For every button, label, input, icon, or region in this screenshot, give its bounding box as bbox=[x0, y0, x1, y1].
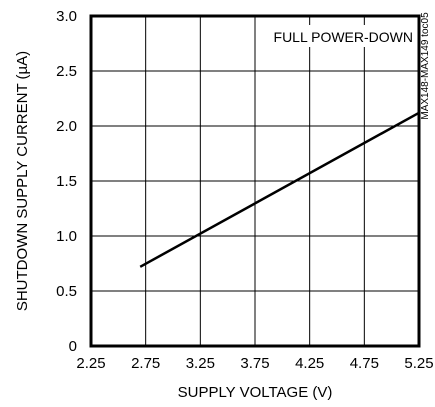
x-tick-label: 4.75 bbox=[350, 355, 379, 372]
annotation-full-power-down: FULL POWER-DOWN bbox=[274, 29, 413, 45]
x-tick-label: 3.75 bbox=[240, 355, 269, 372]
y-tick-label: 0.5 bbox=[56, 283, 77, 300]
x-tick-label: 3.25 bbox=[186, 355, 215, 372]
annotation-background bbox=[264, 25, 416, 47]
x-tick-label: 2.75 bbox=[131, 355, 160, 372]
y-axis-label: SHUTDOWN SUPPLY CURRENT (µA) bbox=[14, 51, 31, 311]
figure-code-label: MAX148-MAX149 toc05 bbox=[420, 12, 431, 120]
y-tick-label: 2.5 bbox=[56, 63, 77, 80]
y-tick-label: 3.0 bbox=[56, 8, 77, 25]
y-tick-labels: 0 0.5 1.0 1.5 2.0 2.5 3.0 bbox=[56, 8, 77, 355]
series-layer bbox=[139, 111, 420, 268]
x-axis-label: SUPPLY VOLTAGE (V) bbox=[178, 384, 333, 401]
y-tick-label: 1.0 bbox=[56, 228, 77, 245]
x-tick-label: 2.25 bbox=[76, 355, 105, 372]
x-tick-labels: 2.25 2.75 3.25 3.75 4.25 4.75 5.25 bbox=[76, 355, 433, 372]
x-tick-label: 4.25 bbox=[295, 355, 324, 372]
y-tick-label: 2.0 bbox=[56, 118, 77, 135]
plot-frame bbox=[89, 14, 421, 348]
series-line bbox=[139, 111, 420, 268]
y-tick-label: 0 bbox=[69, 338, 77, 355]
grid bbox=[91, 16, 419, 346]
x-tick-label: 5.25 bbox=[404, 355, 433, 372]
y-tick-label: 1.5 bbox=[56, 173, 77, 190]
